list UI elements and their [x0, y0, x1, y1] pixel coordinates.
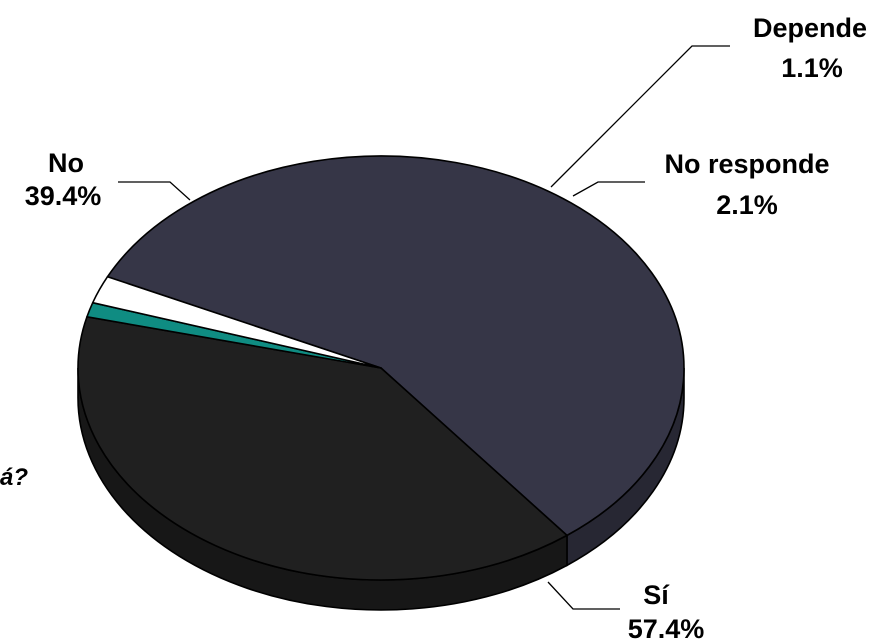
- slice-label-no-name: No: [48, 148, 84, 178]
- pie-slice-no-responde: [91, 275, 382, 369]
- leader-line-no-responde: [572, 181, 645, 197]
- pie-slice-no: [77, 315, 568, 581]
- slice-label-si-name: Sí: [643, 580, 670, 610]
- slice-label-no-responde-value: 2.1%: [716, 190, 778, 220]
- leader-line-depende: [550, 45, 730, 188]
- slice-label-no-value: 39.4%: [25, 181, 102, 211]
- leader-line-si: [547, 581, 620, 610]
- pie-slice-si: [106, 155, 685, 537]
- cropped-question-fragment: á?: [0, 464, 28, 491]
- slice-label-si-value: 57.4%: [628, 614, 705, 643]
- slice-label-depende-value: 1.1%: [781, 53, 843, 83]
- slice-label-depende-name: Depende: [753, 13, 867, 43]
- leader-line-no: [118, 181, 191, 201]
- slice-label-no-responde-name: No responde: [664, 149, 829, 179]
